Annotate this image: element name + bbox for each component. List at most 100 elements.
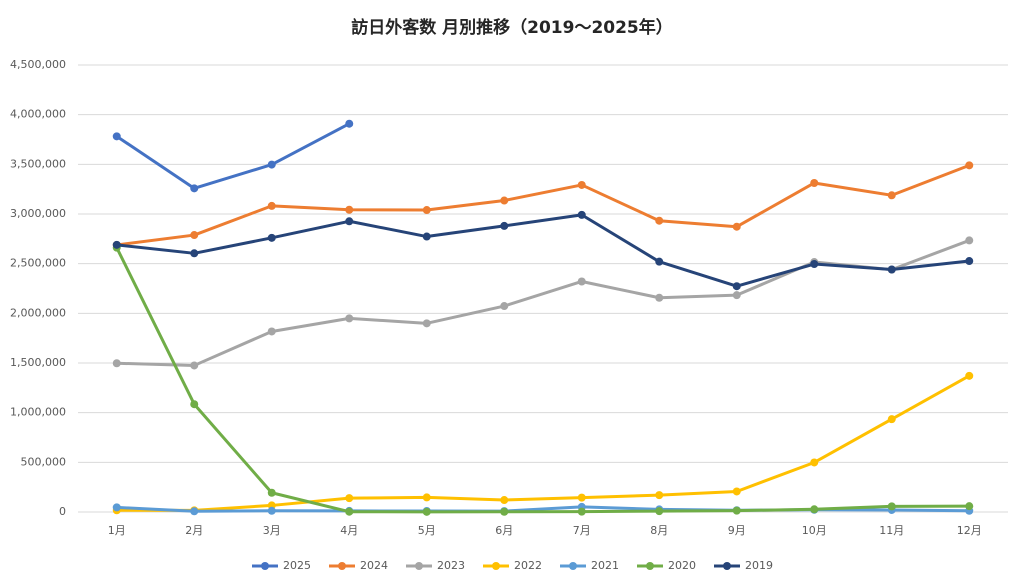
data-point (965, 236, 974, 245)
legend-marker (723, 562, 731, 570)
series-line (116, 239, 970, 367)
data-point (345, 205, 354, 214)
x-tick-label: 11月 (879, 524, 904, 537)
x-tick-label: 4月 (340, 524, 358, 537)
data-point (190, 400, 199, 409)
x-tick-label: 7月 (573, 524, 591, 537)
data-point (190, 231, 199, 240)
data-point (810, 178, 819, 187)
legend-label: 2023 (437, 559, 465, 572)
data-point (655, 491, 664, 500)
y-tick-label: 1,500,000 (10, 356, 66, 369)
series-line (116, 163, 970, 247)
data-point (345, 314, 354, 323)
data-point (887, 502, 896, 511)
x-tick-label: 2月 (185, 524, 203, 537)
y-tick-label: 3,500,000 (10, 157, 66, 170)
data-point (345, 217, 354, 226)
data-point (732, 487, 741, 496)
data-point (577, 180, 586, 189)
legend-marker (415, 562, 423, 570)
legend-label: 2020 (668, 559, 696, 572)
x-tick-label: 6月 (495, 524, 513, 537)
data-point (810, 458, 819, 467)
y-tick-label: 3,000,000 (10, 207, 66, 220)
data-point (422, 319, 431, 328)
legend-marker (338, 562, 346, 570)
data-point (655, 216, 664, 225)
series-line (115, 122, 350, 190)
data-point (965, 161, 974, 170)
data-point (810, 260, 819, 269)
data-point (732, 291, 741, 300)
data-point (267, 327, 276, 336)
chart-title: 訪日外客数 月別推移（2019～2025年） (351, 17, 673, 38)
data-point (500, 302, 509, 311)
data-point (422, 493, 431, 502)
data-point (887, 191, 896, 200)
data-point (190, 507, 199, 516)
data-point (190, 184, 199, 193)
data-point (345, 494, 354, 503)
y-tick-label: 2,500,000 (10, 257, 66, 270)
y-tick-label: 2,000,000 (10, 306, 66, 319)
legend-marker (569, 562, 577, 570)
series-line (116, 374, 970, 512)
legend-marker (492, 562, 500, 570)
y-tick-label: 0 (59, 505, 66, 518)
x-tick-label: 9月 (728, 524, 746, 537)
x-tick-label: 5月 (418, 524, 436, 537)
y-tick-label: 4,500,000 (10, 58, 66, 71)
data-point (732, 222, 741, 231)
data-point (577, 277, 586, 286)
data-point (577, 493, 586, 502)
legend-marker (261, 562, 269, 570)
data-point (267, 233, 276, 242)
data-point (345, 507, 354, 516)
data-point (500, 507, 509, 516)
data-point (965, 502, 974, 511)
legend-label: 2024 (360, 559, 388, 572)
data-point (267, 488, 276, 497)
data-point (965, 371, 974, 380)
data-point (655, 257, 664, 266)
data-point (190, 249, 199, 258)
data-point (655, 293, 664, 302)
data-point (500, 221, 509, 230)
data-point (732, 282, 741, 291)
data-point (810, 505, 819, 514)
data-point (112, 240, 121, 249)
data-point (267, 201, 276, 210)
x-tick-label: 1月 (108, 524, 126, 537)
data-point (267, 506, 276, 515)
x-tick-label: 8月 (650, 524, 668, 537)
data-point (732, 506, 741, 515)
data-point (112, 503, 121, 512)
data-point (112, 132, 121, 141)
data-point (190, 361, 199, 370)
data-point (887, 415, 896, 424)
data-point (345, 119, 354, 128)
legend-label: 2022 (514, 559, 542, 572)
legend-label: 2019 (745, 559, 773, 572)
data-point (422, 232, 431, 241)
data-point (887, 265, 896, 274)
x-tick-label: 3月 (263, 524, 281, 537)
legend-label: 2021 (591, 559, 619, 572)
data-point (267, 160, 276, 169)
data-point (577, 507, 586, 516)
data-point (577, 210, 586, 219)
data-point (500, 196, 509, 205)
y-tick-label: 500,000 (21, 455, 67, 468)
legend-marker (646, 562, 654, 570)
legend-label: 2025 (283, 559, 311, 572)
series-line (116, 213, 970, 288)
data-point (500, 496, 509, 505)
data-point (422, 206, 431, 215)
x-tick-label: 10月 (802, 524, 827, 537)
data-point (422, 507, 431, 516)
series-line (115, 247, 970, 514)
data-point (655, 507, 664, 516)
data-point (965, 257, 974, 266)
x-tick-label: 12月 (957, 524, 982, 537)
